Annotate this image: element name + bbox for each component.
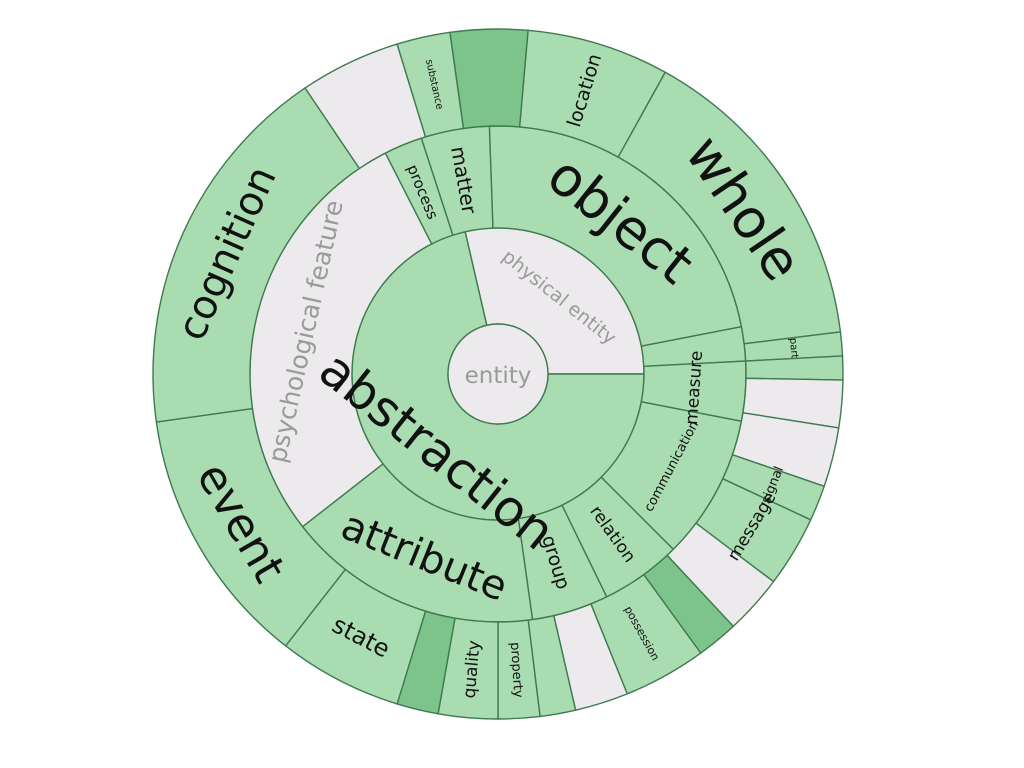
sunburst-segments [152, 28, 844, 720]
segment-unlabeled[interactable] [449, 28, 529, 130]
label-part: part [787, 337, 800, 358]
center-node[interactable] [447, 323, 549, 425]
segment-unlabeled[interactable] [744, 355, 844, 381]
center-label: entity [465, 363, 532, 389]
label-property: property [507, 642, 525, 699]
